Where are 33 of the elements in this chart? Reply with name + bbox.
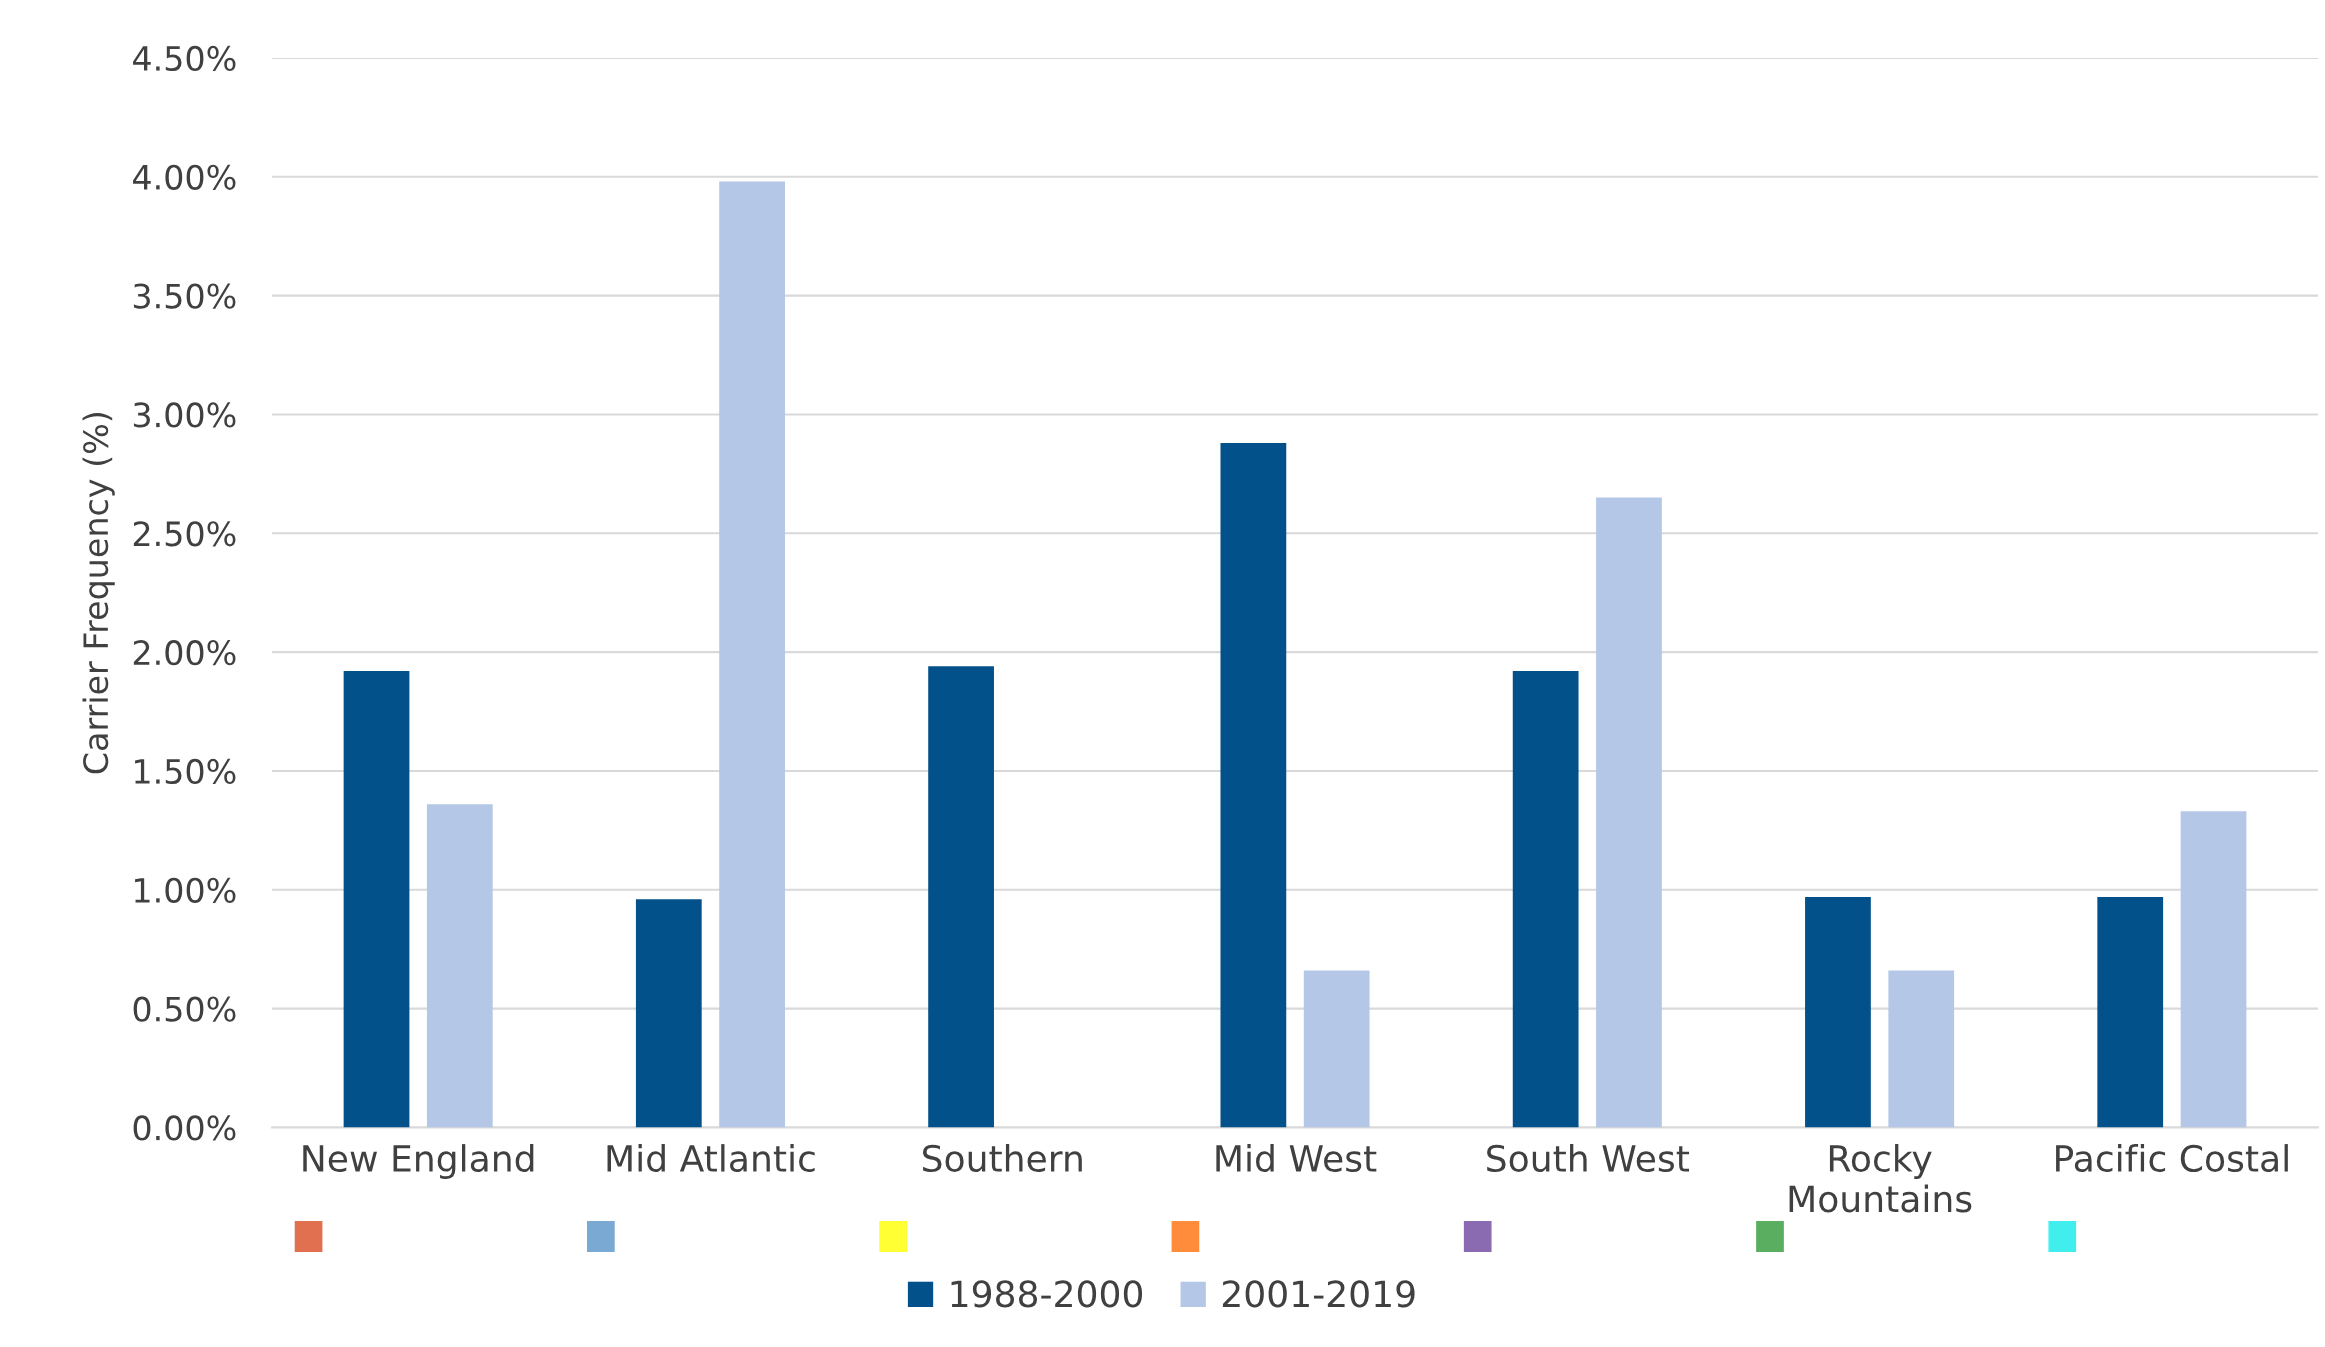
bar bbox=[2180, 811, 2247, 1128]
x-tick-label: Mid Atlantic bbox=[607, 1144, 815, 1173]
y-tick-label: 4.50% bbox=[133, 45, 236, 72]
x-tick-label: Rocky Mountains bbox=[1789, 1144, 1972, 1213]
bar bbox=[426, 804, 493, 1128]
bar bbox=[1596, 497, 1662, 1128]
bar bbox=[2097, 896, 2164, 1128]
y-tick-label: 0.50% bbox=[133, 996, 236, 1022]
x-tick-label: Pacific Costal bbox=[2056, 1144, 2288, 1173]
y-tick-label: 3.50% bbox=[133, 283, 236, 309]
bar bbox=[928, 666, 994, 1128]
bar bbox=[1220, 442, 1287, 1128]
bar bbox=[1512, 671, 1579, 1128]
bar bbox=[635, 899, 702, 1128]
y-tick-label: 1.50% bbox=[135, 758, 236, 785]
bar bbox=[719, 181, 785, 1128]
x-tick-label: Southern bbox=[922, 1144, 1082, 1173]
x-tick-label: New England bbox=[303, 1144, 534, 1180]
bar bbox=[1888, 970, 1955, 1128]
y-tick-label: 2.50% bbox=[133, 521, 236, 547]
x-tick-label: Mid West bbox=[1216, 1144, 1377, 1173]
legend-label: 2001-2019 bbox=[1222, 1280, 1415, 1308]
x-tick-label: South West bbox=[1487, 1144, 1690, 1173]
y-tick-label: 4.00% bbox=[133, 164, 236, 190]
y-tick-label: 1.00% bbox=[135, 877, 236, 903]
bar bbox=[1805, 896, 1871, 1128]
y-tick-label: 3.00% bbox=[133, 402, 236, 428]
legend-label: 1988-2000 bbox=[951, 1280, 1143, 1308]
y-tick-label: 2.00% bbox=[133, 640, 236, 666]
y-axis-title: Carrier Frequency (%) bbox=[82, 413, 115, 774]
bar bbox=[1303, 970, 1370, 1128]
y-tick-label: 0.00% bbox=[133, 1115, 236, 1141]
bar bbox=[343, 671, 410, 1128]
